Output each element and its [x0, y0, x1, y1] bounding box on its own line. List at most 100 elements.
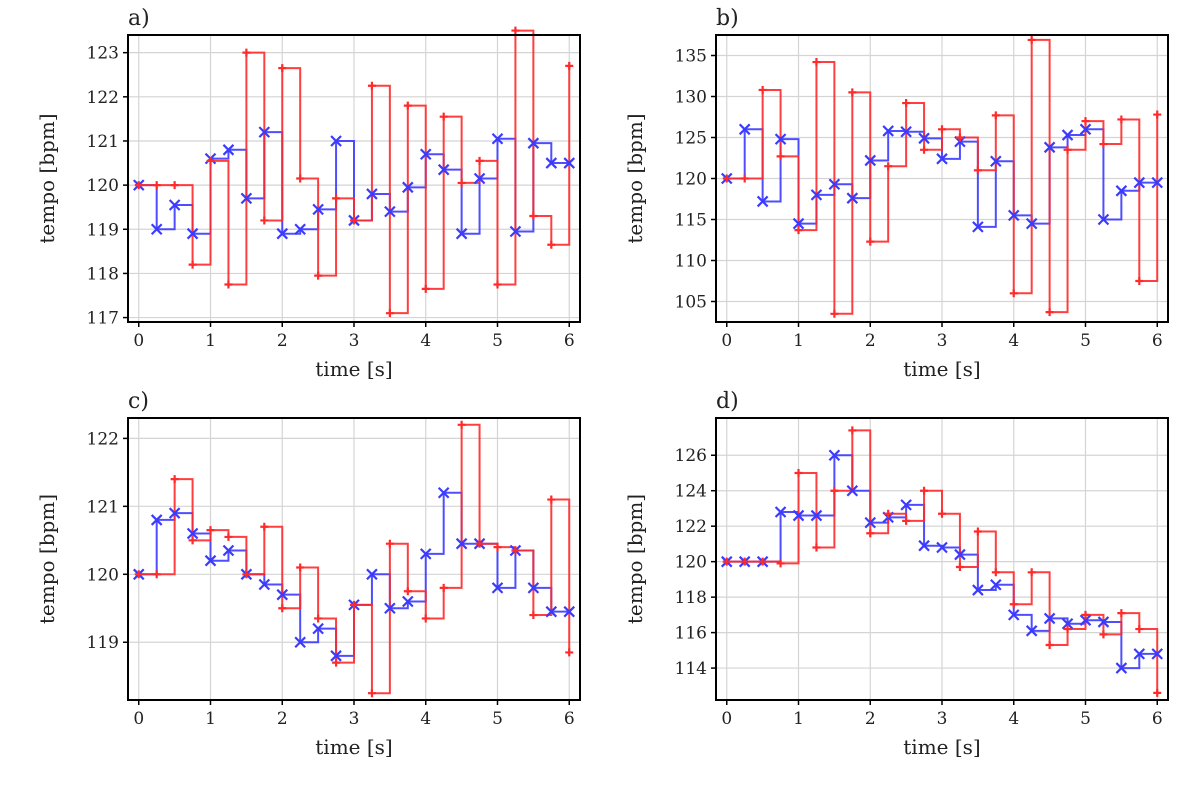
x-tick-label: 6	[1152, 709, 1163, 729]
red-data-point	[1009, 600, 1018, 609]
red-data-point	[332, 658, 341, 667]
blue-data-point	[1043, 612, 1056, 625]
red-data-point	[1045, 641, 1054, 650]
red-data-point	[812, 58, 821, 67]
red-data-point	[170, 475, 179, 484]
y-tick-label: 121	[87, 132, 119, 152]
blue-data-point	[954, 548, 966, 561]
panel-label: d)	[716, 389, 739, 414]
blue-data-point	[810, 189, 823, 201]
x-tick-label: 0	[721, 709, 732, 729]
red-data-point	[722, 174, 731, 183]
y-tick-label: 115	[675, 211, 707, 231]
red-data-point	[902, 99, 911, 108]
blue-data-point	[563, 157, 576, 169]
blue-data-point	[527, 137, 540, 149]
red-data-point	[955, 562, 964, 571]
blue-data-point	[864, 516, 877, 529]
red-data-point	[278, 64, 287, 73]
blue-data-point	[810, 509, 823, 522]
x-tick-label: 2	[865, 331, 876, 351]
red-data-point	[547, 495, 556, 504]
blue-data-point	[186, 527, 199, 540]
y-tick-label: 125	[675, 129, 707, 149]
blue-data-point	[402, 595, 414, 608]
y-tick-label: 120	[87, 565, 119, 585]
x-tick-label: 4	[1008, 331, 1019, 351]
red-data-point	[242, 570, 251, 579]
blue-data-point	[1025, 625, 1038, 637]
red-data-point	[884, 509, 893, 518]
y-tick-label: 122	[675, 517, 707, 537]
blue-data-point	[1151, 176, 1164, 189]
red-data-point	[1135, 277, 1144, 285]
red-data-point	[1009, 289, 1018, 298]
red-data-point	[776, 559, 785, 568]
blue-data-point	[792, 509, 805, 522]
red-data-point	[973, 527, 982, 536]
blue-data-point	[918, 132, 930, 145]
red-data-point	[457, 420, 466, 429]
blue-data-point	[972, 584, 984, 596]
red-data-point	[134, 570, 143, 579]
blue-data-point	[936, 541, 948, 554]
blue-data-point	[258, 126, 271, 138]
red-data-point	[547, 240, 556, 249]
blue-data-point	[455, 537, 468, 550]
red-data-point	[493, 280, 502, 289]
blue-data-point	[294, 636, 306, 649]
red-data-point	[1045, 308, 1054, 317]
red-data-point	[224, 532, 233, 541]
red-data-point	[565, 61, 574, 70]
x-tick-label: 5	[492, 709, 503, 729]
y-tick-label: 135	[675, 47, 707, 67]
blue-data-point	[473, 172, 486, 185]
y-tick-label: 110	[675, 252, 707, 272]
red-data-point	[367, 81, 376, 90]
blue-data-point	[1133, 648, 1146, 660]
red-data-point	[794, 226, 803, 235]
red-data-point	[776, 152, 785, 161]
red-data-point	[260, 216, 269, 225]
blue-data-point	[150, 514, 163, 526]
blue-data-point	[258, 578, 271, 591]
blue-data-point	[1061, 129, 1074, 141]
red-data-point	[350, 216, 358, 225]
blue-data-point	[1115, 185, 1128, 197]
red-data-point	[1153, 688, 1162, 697]
red-series-line	[138, 29, 571, 315]
x-tick-label: 1	[205, 709, 216, 729]
blue-data-point	[366, 188, 378, 200]
red-data-point	[1027, 568, 1036, 577]
red-data-point	[170, 181, 179, 190]
red-data-point	[938, 509, 946, 518]
blue-data-point	[204, 554, 217, 567]
red-data-point	[955, 133, 964, 142]
x-tick-label: 3	[349, 709, 360, 729]
blue-data-point	[455, 227, 468, 240]
blue-data-point	[491, 582, 504, 594]
red-data-point	[1063, 625, 1072, 634]
red-data-point	[242, 48, 251, 57]
y-tick-label: 114	[675, 659, 707, 679]
red-data-point	[1153, 110, 1162, 119]
red-data-point	[1117, 115, 1126, 124]
blue-data-point	[545, 605, 558, 618]
x-tick-label: 5	[1080, 709, 1091, 729]
red-data-point	[1099, 140, 1108, 149]
x-tick-label: 2	[277, 331, 288, 351]
red-data-point	[902, 516, 911, 525]
blue-data-point	[864, 154, 877, 167]
x-tick-label: 6	[564, 709, 575, 729]
blue-data-point	[222, 144, 235, 156]
y-tick-label: 122	[87, 429, 119, 449]
y-axis-label: tempo [bpm]	[623, 494, 647, 624]
blue-data-point	[276, 227, 289, 240]
panel-label: c)	[128, 389, 149, 414]
blue-data-point	[437, 163, 450, 176]
x-tick-label: 0	[133, 709, 144, 729]
blue-data-point	[527, 582, 540, 594]
blue-data-point	[419, 548, 432, 560]
blue-data-point	[990, 578, 1002, 591]
